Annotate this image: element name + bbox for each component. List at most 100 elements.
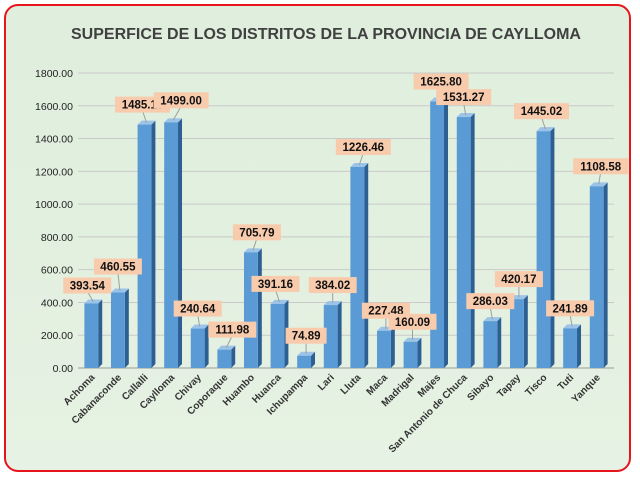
- data-label-text: 241.89: [553, 303, 588, 315]
- x-tick-label: Sibayo: [465, 372, 496, 403]
- bar-side: [497, 317, 502, 368]
- data-label: 286.03: [466, 293, 515, 320]
- bar-callalli: [137, 120, 156, 368]
- y-tick-label: 1000.00: [35, 199, 73, 211]
- bar-lluta: [350, 162, 369, 368]
- data-label-box: [466, 293, 515, 310]
- data-label-box: [232, 224, 281, 241]
- bar-caylloma: [164, 118, 183, 368]
- chart-frame: SUPERFICE DE LOS DISTRITOS DE LA PROVINC…: [4, 4, 631, 472]
- bar-front: [270, 303, 285, 368]
- data-label-box: [514, 103, 569, 120]
- bar-huambo: [243, 248, 262, 368]
- bar-front: [217, 349, 232, 368]
- bar-side: [204, 324, 209, 368]
- data-label-text: 384.02: [315, 280, 350, 292]
- bar-front: [297, 355, 312, 368]
- data-label-text: 1531.27: [443, 92, 485, 104]
- bar-front: [589, 186, 604, 368]
- bar-side: [550, 127, 555, 368]
- data-label: 1531.27: [436, 89, 492, 116]
- bar-side: [257, 248, 262, 368]
- data-label-text: 420.17: [501, 274, 536, 286]
- data-label-text: 705.79: [239, 227, 274, 239]
- bar-coporaque: [217, 345, 236, 368]
- bar-front: [243, 252, 258, 368]
- y-tick-label: 1400.00: [35, 134, 73, 146]
- y-axis: 0.00 200.00 400.00 600.00 800.00 1000.00 1200.…: [35, 68, 73, 375]
- bar-side: [603, 182, 608, 368]
- y-tick-label: 400.00: [41, 297, 73, 309]
- data-label: 1499.00: [153, 92, 209, 121]
- bar-chivay: [190, 324, 209, 368]
- bar-side: [470, 113, 475, 368]
- data-label-box: [208, 321, 257, 338]
- y-tick-label: 1200.00: [35, 166, 73, 178]
- data-label-text: 393.54: [70, 281, 106, 293]
- data-label: 393.54: [63, 277, 112, 302]
- data-label: 384.02: [308, 277, 357, 304]
- data-label-text: 1499.00: [160, 95, 202, 107]
- data-label: 240.64: [173, 300, 222, 327]
- bar-front: [563, 328, 578, 368]
- bar-front: [164, 122, 179, 368]
- bar-front: [403, 341, 418, 368]
- data-label-box: [93, 258, 142, 275]
- data-label: 420.17: [494, 271, 543, 298]
- data-label-box: [413, 73, 469, 90]
- data-label: 1625.80: [413, 73, 469, 100]
- data-label: 705.79: [232, 224, 281, 251]
- x-tick-label: Tuti: [556, 372, 576, 392]
- x-axis: AchomaCabanacondeCallalliCayllomaChivayC…: [62, 372, 603, 455]
- bar-side: [444, 97, 449, 369]
- y-tick-label: 1600.00: [35, 101, 73, 113]
- bar-side: [390, 326, 395, 368]
- y-tick-label: 800.00: [41, 232, 73, 244]
- y-tick-label: 600.00: [41, 265, 73, 277]
- data-label-text: 160.09: [395, 317, 430, 329]
- bar-yanque: [589, 182, 608, 368]
- data-label-text: 240.64: [180, 304, 216, 316]
- data-label: 111.98: [208, 321, 257, 348]
- bar-front: [509, 299, 524, 368]
- bar-lari: [323, 301, 342, 368]
- data-label-text: 74.89: [292, 331, 321, 343]
- data-label: 160.09: [388, 313, 437, 340]
- bar-maca: [376, 326, 395, 368]
- bar-side: [337, 301, 342, 368]
- data-label-box: [251, 275, 300, 292]
- data-label: 391.16: [251, 275, 300, 303]
- bar-front: [456, 117, 471, 368]
- chart-title: SUPERFICE DE LOS DISTRITOS DE LA PROVINC…: [71, 26, 581, 43]
- bar-front: [430, 101, 445, 369]
- bar-front: [323, 305, 338, 368]
- bar-side: [417, 337, 422, 368]
- bar-side: [178, 118, 183, 368]
- data-label-text: 111.98: [215, 325, 250, 337]
- data-label: 460.55: [93, 258, 142, 291]
- data-label: 1226.46: [335, 138, 391, 166]
- data-label-text: 1226.46: [343, 142, 385, 154]
- bar-tisco: [536, 127, 555, 368]
- bar-front: [483, 321, 498, 368]
- bar-side: [98, 299, 103, 368]
- data-label-text: 391.16: [258, 279, 293, 291]
- data-label-text: 1485.10: [122, 100, 164, 112]
- x-tick-label: Lari: [316, 372, 337, 393]
- bar-cabanaconde: [110, 288, 129, 368]
- data-label: 1445.02: [514, 103, 569, 130]
- bar-madrigal: [403, 337, 422, 368]
- data-label-box: [335, 138, 391, 155]
- data-label-box: [173, 300, 222, 317]
- leader-line: [117, 272, 121, 291]
- bar-ichupampa: [297, 351, 316, 368]
- data-label-box: [285, 327, 327, 344]
- bar-majes: [430, 97, 449, 369]
- bar-side: [364, 162, 369, 368]
- data-label-box: [388, 313, 437, 330]
- data-label-box: [573, 158, 629, 175]
- data-label: 74.89: [285, 327, 327, 354]
- y-tick-label: 0.00: [53, 363, 74, 375]
- data-label-text: 286.03: [473, 296, 508, 308]
